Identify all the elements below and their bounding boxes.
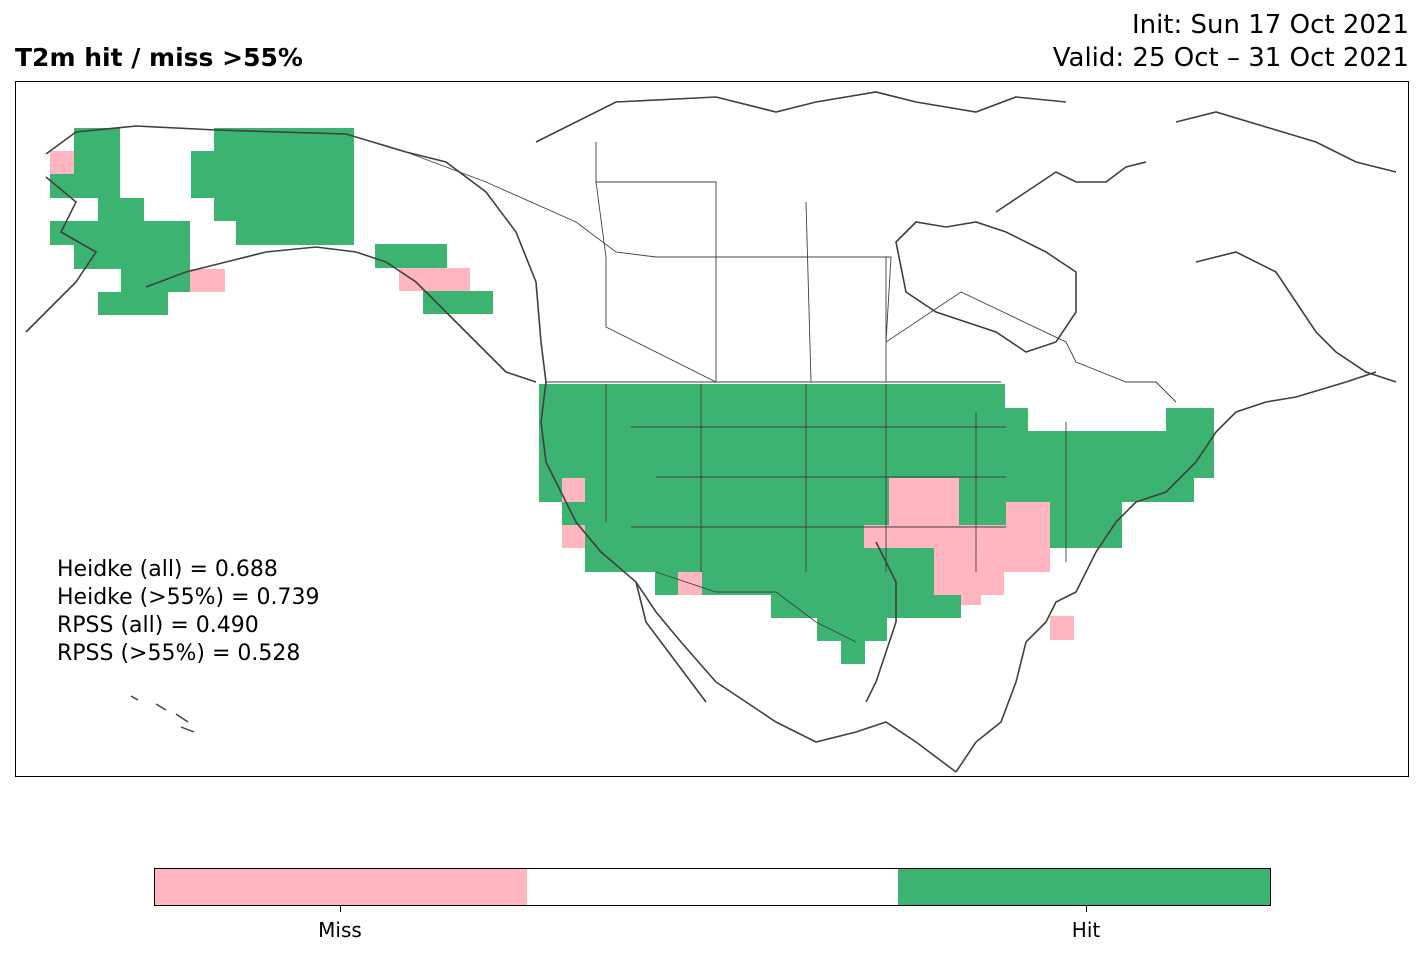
conus-cells <box>539 384 1214 664</box>
colorbar-label-hit: Hit <box>1071 918 1101 942</box>
skill-scores: Heidke (all) = 0.688 Heidke (>55%) = 0.7… <box>57 556 320 668</box>
alaska-cells <box>50 128 354 315</box>
colorbar-label-miss: Miss <box>318 918 362 942</box>
heidke-gt55: Heidke (>55%) = 0.739 <box>57 585 320 610</box>
rpss-all: RPSS (all) = 0.490 <box>57 613 259 638</box>
colorbar-hit-segment <box>898 869 1271 905</box>
colorbar-tick-miss <box>340 906 341 912</box>
rpss-gt55: RPSS (>55%) = 0.528 <box>57 641 301 666</box>
map-canvas <box>25 91 1397 773</box>
colorbar-miss-segment <box>155 869 527 905</box>
heidke-all: Heidke (all) = 0.688 <box>57 557 278 582</box>
valid-range: Valid: 25 Oct – 31 Oct 2021 <box>1052 43 1409 73</box>
init-date: Init: Sun 17 Oct 2021 <box>1131 10 1409 40</box>
colorbar <box>154 868 1271 906</box>
colorbar-neutral-segment <box>526 869 899 905</box>
colorbar-tick-hit <box>1086 906 1087 912</box>
political-borders <box>405 142 1177 643</box>
coastlines <box>25 91 1397 773</box>
map-title: T2m hit / miss >55% <box>15 43 303 72</box>
panhandle-cells <box>375 244 493 314</box>
hawaii-islands <box>130 695 195 733</box>
map-panel <box>15 81 1409 777</box>
